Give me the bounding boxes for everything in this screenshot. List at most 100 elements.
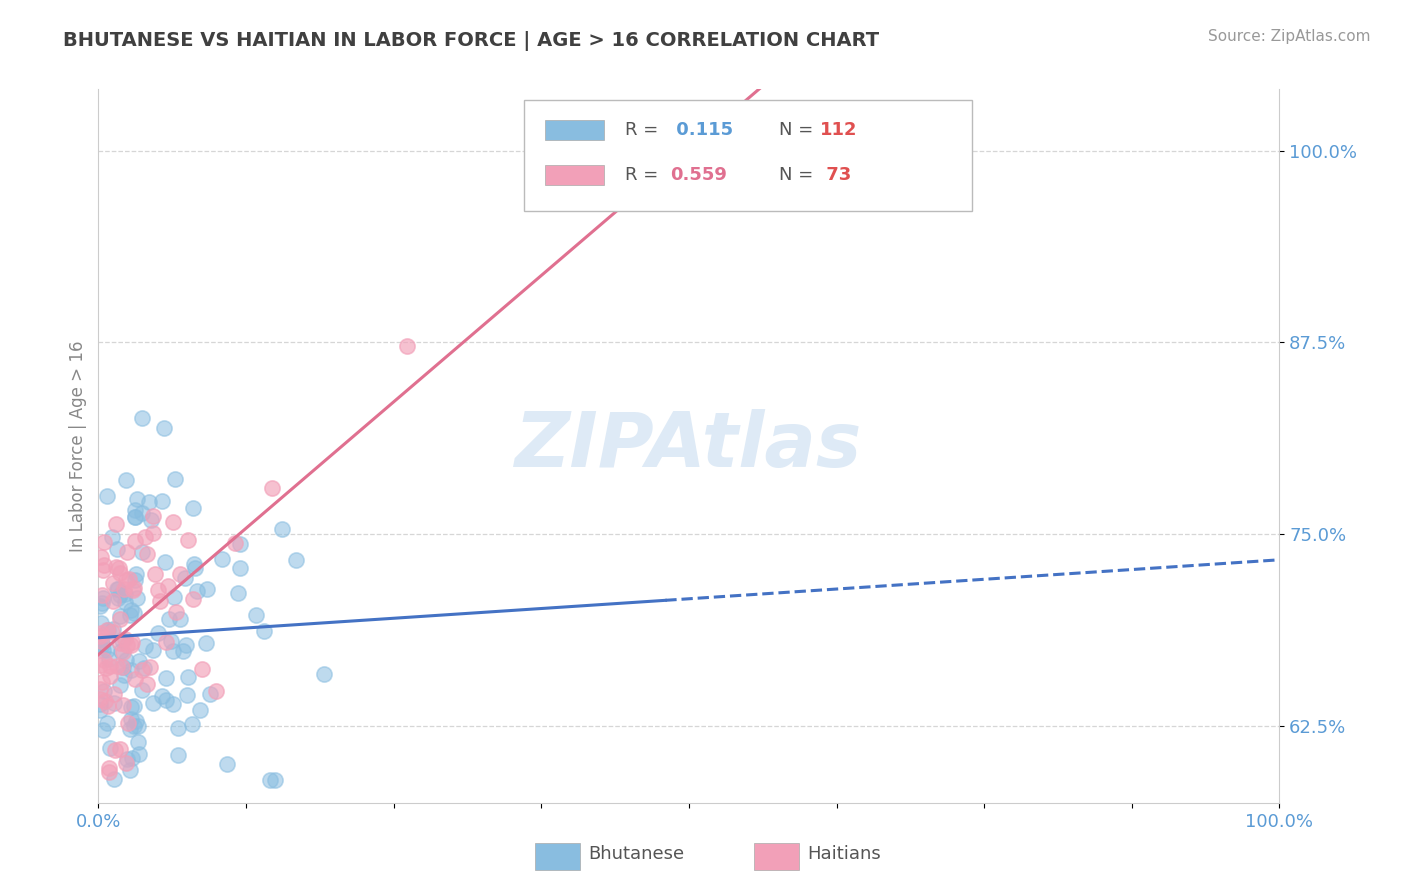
Point [226,586,249,600]
Point [169,612,191,626]
Point [120,663,142,677]
Point [125,591,148,605]
Point [91,591,114,606]
Point [127,735,149,749]
Point [101,622,124,636]
Point [131,506,153,520]
Point [114,653,136,667]
Point [177,670,200,684]
Point [131,683,153,698]
Point [176,638,198,652]
Point [110,643,132,657]
Point [115,573,138,587]
Point [112,698,135,713]
Point [91,723,114,738]
Point [112,660,135,674]
Point [93,535,115,549]
Point [114,632,136,646]
Text: N =: N = [779,166,818,184]
Point [191,662,214,676]
Point [157,612,180,626]
Text: 112: 112 [820,121,858,139]
Point [181,500,204,515]
Point [108,741,131,756]
Point [195,582,218,596]
Point [96,716,118,731]
Point [153,556,176,570]
Text: Source: ZipAtlas.com: Source: ZipAtlas.com [1208,29,1371,44]
Point [132,660,155,674]
Point [259,772,281,787]
Point [110,566,132,580]
Point [155,671,177,685]
Point [103,687,125,701]
Point [198,687,221,701]
Point [91,642,114,657]
Point [139,660,162,674]
Point [186,583,208,598]
Point [125,492,148,507]
Point [122,719,145,733]
Point [173,571,195,585]
Point [98,659,121,673]
Point [183,561,205,575]
Point [165,472,187,486]
Text: 0.559: 0.559 [671,166,727,184]
Point [142,508,165,523]
Point [264,772,287,787]
FancyBboxPatch shape [754,843,799,870]
Point [285,553,308,567]
Point [114,595,136,609]
Text: N =: N = [779,121,818,139]
Point [108,678,131,692]
Point [155,634,177,648]
Point [115,751,138,765]
Point [224,536,246,550]
Point [167,721,190,735]
Point [120,713,142,727]
Point [245,608,267,623]
Point [114,587,136,601]
Point [165,605,187,619]
Point [96,623,118,637]
Point [112,582,135,596]
Point [163,590,186,604]
Point [104,517,127,532]
Point [176,688,198,702]
Point [124,509,146,524]
Point [124,573,146,587]
Point [157,579,180,593]
Point [150,690,173,704]
Point [229,561,252,575]
Point [122,581,145,595]
Point [138,494,160,508]
Point [125,714,148,728]
Text: 0.115: 0.115 [671,121,733,139]
Point [395,339,418,353]
Text: BHUTANESE VS HAITIAN IN LABOR FORCE | AGE > 16 CORRELATION CHART: BHUTANESE VS HAITIAN IN LABOR FORCE | AG… [63,31,879,51]
Point [107,591,129,605]
Point [120,638,142,652]
Point [131,410,153,425]
Point [205,683,228,698]
FancyBboxPatch shape [546,165,605,185]
Point [162,516,184,530]
Point [115,756,138,771]
Point [93,558,115,572]
Point [217,756,239,771]
Point [94,660,117,674]
Point [172,644,194,658]
Point [112,668,135,682]
FancyBboxPatch shape [536,843,581,870]
Text: ZIPAtlas: ZIPAtlas [515,409,863,483]
Point [181,717,204,731]
Point [152,421,174,435]
Point [136,547,159,561]
Point [229,537,252,551]
Point [98,741,121,756]
Point [93,684,115,698]
Point [105,582,128,596]
Point [89,599,111,613]
Point [91,634,114,648]
Point [167,748,190,763]
